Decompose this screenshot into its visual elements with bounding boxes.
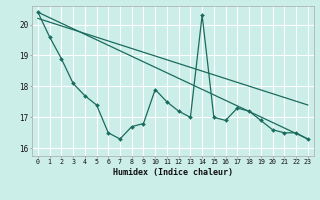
X-axis label: Humidex (Indice chaleur): Humidex (Indice chaleur) xyxy=(113,168,233,177)
